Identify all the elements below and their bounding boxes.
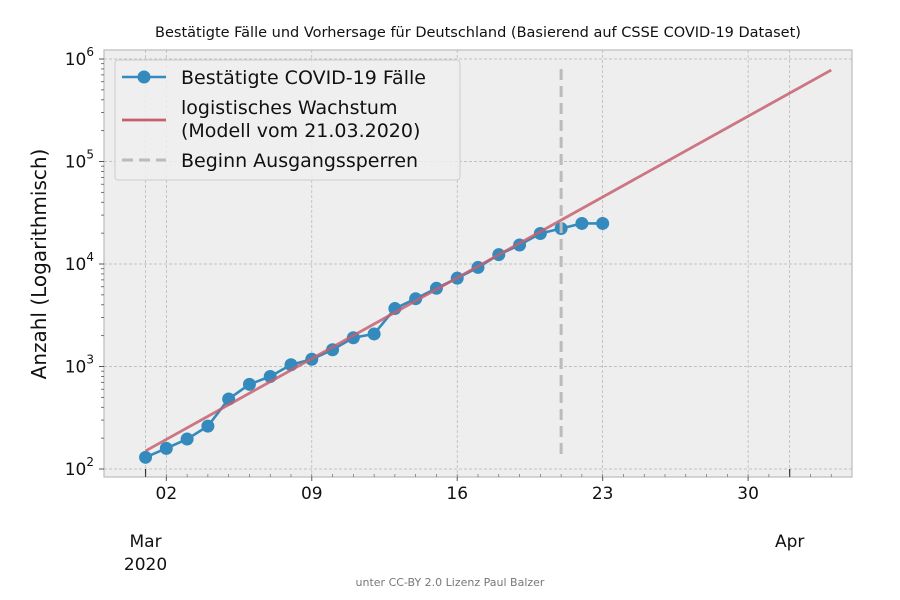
x-major-label: Apr	[775, 532, 804, 552]
series-observed-point	[201, 419, 215, 433]
ticks: 102 103 104 105 106 02 09 16 23 30 Mar 2020 Apr	[65, 45, 832, 575]
y-tick-label: 105	[65, 148, 94, 173]
x-major-sublabel: 2020	[124, 555, 167, 575]
legend-label-observed: Bestätigte COVID-19 Fälle	[181, 67, 426, 89]
legend-label-model: logistisches Wachstum (Modell vom 21.03.2…	[181, 97, 420, 142]
legend: Bestätigte COVID-19 Fälle logistisches Wa…	[114, 59, 461, 181]
series-observed-point	[159, 441, 173, 455]
legend-box	[114, 59, 461, 181]
x-tick-label: 16	[446, 484, 468, 504]
y-tick-label: 106	[65, 45, 94, 70]
legend-marker-observed	[137, 70, 151, 84]
series-layer	[139, 68, 832, 464]
series-observed-point	[596, 216, 610, 230]
x-tick-label: 09	[301, 484, 323, 504]
y-tick-label: 102	[65, 455, 94, 480]
y-tick-label: 104	[65, 250, 94, 275]
license-credit: unter CC-BY 2.0 Lizenz Paul Balzer	[355, 576, 545, 589]
series-observed-point	[575, 216, 589, 230]
x-tick-label: 02	[156, 484, 178, 504]
series-observed-point	[242, 377, 256, 391]
series-observed-point	[180, 432, 194, 446]
x-tick-label: 30	[737, 484, 759, 504]
legend-label-lockdown: Beginn Ausgangssperren	[181, 150, 418, 172]
x-major-label: Mar	[130, 532, 162, 552]
y-tick-label: 103	[65, 353, 94, 378]
y-axis-label: Anzahl (Logarithmisch)	[27, 149, 51, 380]
series-observed-point	[367, 327, 381, 341]
chart-title: Bestätigte Fälle und Vorhersage für Deut…	[155, 25, 801, 41]
series-observed-point	[139, 450, 153, 464]
x-tick-label: 23	[592, 484, 614, 504]
series-model-line	[144, 68, 832, 453]
